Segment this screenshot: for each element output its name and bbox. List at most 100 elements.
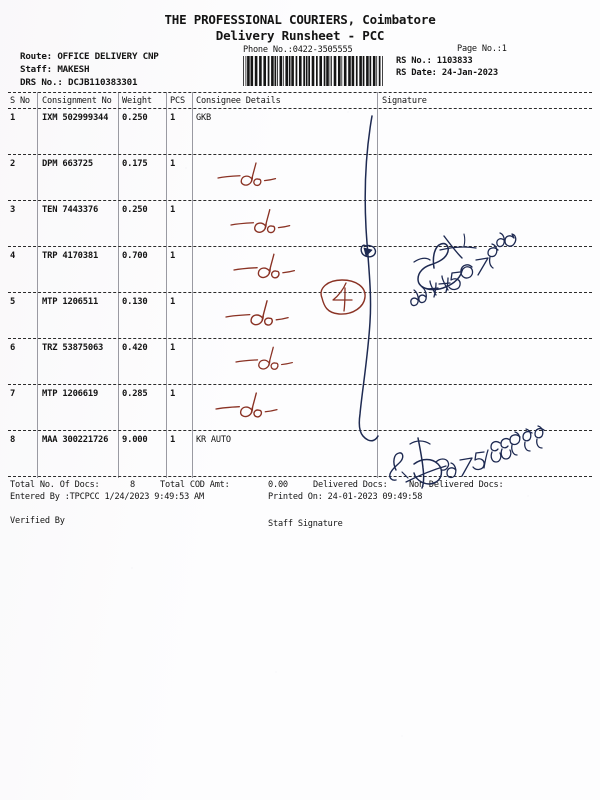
cell-sno: 3 [10, 205, 16, 215]
signature-1-phone-digit-8 [487, 243, 499, 269]
company-title: THE PROFESSIONAL COURIERS, Coimbatore [164, 12, 436, 27]
signature-1-phone-digit-9 [496, 232, 505, 248]
signature-2-phone-digit-6 [500, 437, 512, 460]
footer-total-cod-value: 0.00 [268, 480, 288, 490]
route-line: Route: OFFICE DELIVERY CNP [20, 51, 159, 62]
column-header-weight: Weight [122, 96, 152, 106]
footer-entered-by: Entered By :TPCPCC 1/24/2023 9:49:53 AM [10, 492, 204, 502]
signature-2-cross [409, 440, 431, 445]
signature-2-phone-digit-5 [490, 440, 502, 463]
staff-line: Staff: MAKESH [20, 64, 90, 75]
cell-pcs: 1 [170, 435, 176, 445]
signature-1-phone-digit-2 [418, 286, 427, 304]
cell-sno: 2 [10, 159, 16, 169]
ditto-mark [233, 253, 296, 279]
footer-total-docs-value: 8 [130, 480, 135, 490]
table-rule [8, 246, 592, 247]
signature-1-lead [413, 257, 431, 263]
table-rule [8, 108, 592, 109]
vertical-pen-stroke [358, 115, 379, 442]
cell-weight: 0.250 [122, 205, 148, 215]
footer-verified-by: Verified By [10, 516, 65, 526]
table-rule [8, 92, 592, 93]
drs-number: DRS No.: DCJB110383301 [20, 77, 138, 88]
ditto-mark [225, 300, 289, 326]
ditto-mark [215, 392, 278, 418]
cell-consignment: MTP 1206619 [42, 389, 99, 399]
cell-sno: 5 [10, 297, 16, 307]
cell-pcs: 1 [170, 113, 176, 123]
signature-2-phone-digit-2 [459, 457, 473, 477]
cell-weight: 0.130 [122, 297, 148, 307]
cell-consignment: MAA 300221726 [42, 435, 109, 445]
circled-number-ring [320, 279, 366, 315]
footer-non-delivered-label: Non Delivered Docs: [409, 480, 504, 490]
pen-loop-fill [363, 247, 373, 257]
cell-consignment: DPM 663725 [42, 159, 93, 169]
signature-1-phone-digit-3 [426, 280, 439, 298]
cell-consignee: KR AUTO [196, 435, 231, 445]
cell-pcs: 1 [170, 205, 176, 215]
footer-total-docs-label: Total No. Of Docs: [10, 480, 100, 490]
cell-sno: 6 [10, 343, 16, 353]
signature-1-initial [417, 242, 463, 291]
signature-1-phone-digit-10 [504, 233, 517, 247]
cell-sno: 7 [10, 389, 16, 399]
signature-1-phone-digit-4 [438, 275, 451, 293]
column-header-consignee: Consignee Details [196, 96, 281, 106]
cell-pcs: 1 [170, 343, 176, 353]
signature-1-phone-digit-6 [460, 264, 474, 279]
cell-consignment: TRZ 53875063 [42, 343, 104, 353]
footer-printed-on: Printed On: 24-01-2023 09:49:58 [268, 492, 423, 502]
cell-weight: 0.175 [122, 159, 148, 169]
cell-weight: 0.285 [122, 389, 148, 399]
table-rule [8, 292, 592, 293]
column-separator-4 [192, 92, 193, 478]
cell-consignment: MTP 1206511 [42, 297, 99, 307]
signature-1-phone-digit-5 [448, 271, 461, 291]
column-separator-5 [377, 92, 378, 478]
signature-1-phone-digit-7 [475, 257, 489, 276]
footer-delivered-label: Delivered Docs: [313, 480, 388, 490]
rs-number: RS No.: 1103833 [396, 56, 473, 66]
document-title: Delivery Runsheet - PCC [215, 28, 385, 43]
column-header-pcs: PCS [170, 96, 185, 106]
column-separator-1 [37, 92, 38, 478]
column-separator-3 [166, 92, 167, 478]
cell-weight: 0.250 [122, 113, 148, 123]
signature-2-initial-dot [401, 471, 409, 479]
footer-total-cod-label: Total COD Amt: [160, 480, 230, 490]
signature-2-phone-digit-3 [472, 451, 485, 471]
cell-sno: 8 [10, 435, 16, 445]
cell-consignment: IXM 502999344 [42, 113, 109, 123]
barcode-icon [243, 56, 383, 86]
cell-weight: 0.700 [122, 251, 148, 261]
signature-2-loop [435, 458, 450, 471]
cell-consignment: TRP 4170381 [42, 251, 99, 261]
cell-pcs: 1 [170, 251, 176, 261]
table-rule [8, 338, 592, 339]
ditto-mark [230, 209, 291, 234]
column-header-signature: Signature [382, 96, 427, 106]
phone-number: Phone No.:0422-3505555 [243, 45, 353, 55]
column-header-sno: S No [10, 96, 30, 106]
footer-staff-signature: Staff Signature [268, 519, 343, 529]
signature-2-phone-digit-8 [522, 428, 533, 452]
column-header-consignment: Consignment No [42, 96, 112, 106]
cell-pcs: 1 [170, 159, 176, 169]
cell-sno: 1 [10, 113, 16, 123]
table-rule [8, 384, 592, 385]
cell-consignee: GKB [196, 113, 211, 123]
page-number: Page No.:1 [457, 44, 507, 54]
table-rule [8, 154, 592, 155]
cell-pcs: 1 [170, 389, 176, 399]
cell-weight: 9.000 [122, 435, 148, 445]
signature-2-phone-digit-4 [483, 449, 489, 469]
table-rule [8, 476, 592, 477]
rs-date: RS Date: 24-Jan-2023 [396, 68, 498, 78]
signature-1-tick [463, 233, 466, 247]
cell-consignment: TEN 7443376 [42, 205, 99, 215]
ditto-mark [235, 346, 293, 370]
table-rule [8, 430, 592, 431]
